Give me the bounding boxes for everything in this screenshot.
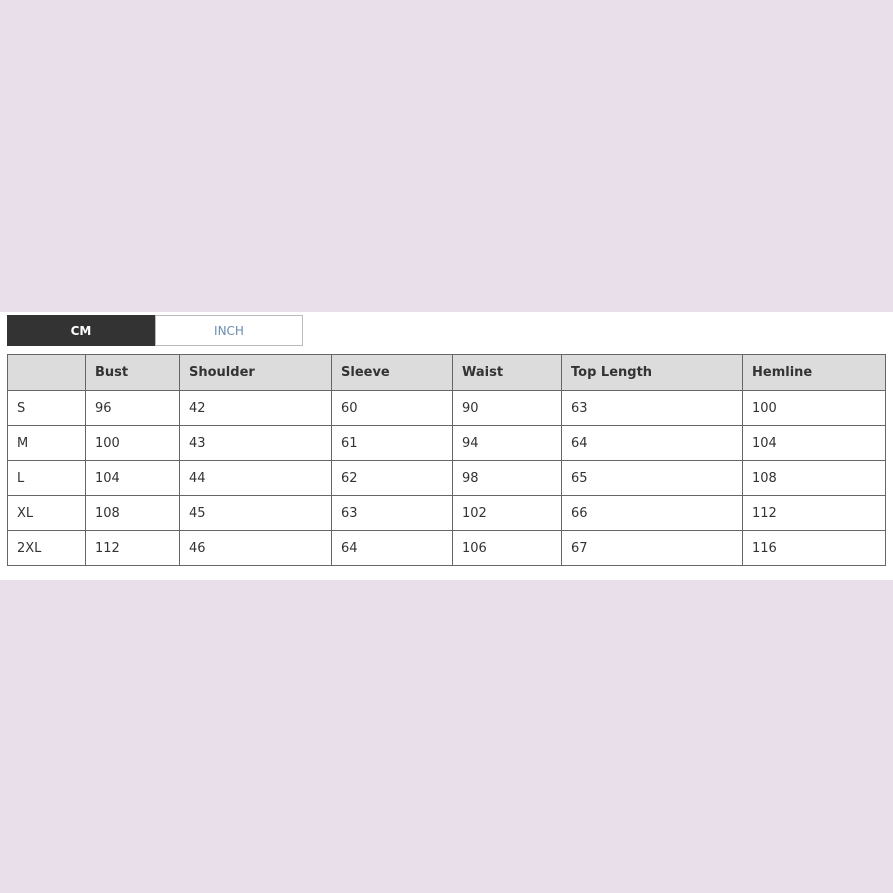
measurement-cell: 64 bbox=[561, 425, 743, 461]
table-row: XL 108 45 63 102 66 112 bbox=[7, 495, 886, 531]
measurement-cell: 112 bbox=[85, 530, 180, 566]
column-header: Sleeve bbox=[331, 354, 453, 391]
measurement-cell: 63 bbox=[331, 495, 453, 531]
measurement-cell: 45 bbox=[179, 495, 332, 531]
measurement-cell: 62 bbox=[331, 460, 453, 496]
measurement-cell: 104 bbox=[85, 460, 180, 496]
measurement-cell: 94 bbox=[452, 425, 562, 461]
table-row: M 100 43 61 94 64 104 bbox=[7, 425, 886, 461]
column-header: Shoulder bbox=[179, 354, 332, 391]
measurement-cell: 42 bbox=[179, 390, 332, 426]
table-header-row: Bust Shoulder Sleeve Waist Top Length Hemline bbox=[7, 354, 886, 391]
measurement-cell: 116 bbox=[742, 530, 886, 566]
size-table: Bust Shoulder Sleeve Waist Top Length Hemline… bbox=[7, 354, 886, 566]
column-header: Top Length bbox=[561, 354, 743, 391]
size-label: S bbox=[7, 390, 86, 426]
measurement-cell: 64 bbox=[331, 530, 453, 566]
measurement-cell: 108 bbox=[742, 460, 886, 496]
column-header: Bust bbox=[85, 354, 180, 391]
measurement-cell: 66 bbox=[561, 495, 743, 531]
measurement-cell: 60 bbox=[331, 390, 453, 426]
tab-inch[interactable]: INCH bbox=[155, 315, 303, 346]
measurement-cell: 104 bbox=[742, 425, 886, 461]
measurement-cell: 46 bbox=[179, 530, 332, 566]
measurement-cell: 98 bbox=[452, 460, 562, 496]
measurement-cell: 96 bbox=[85, 390, 180, 426]
size-label: M bbox=[7, 425, 86, 461]
measurement-cell: 108 bbox=[85, 495, 180, 531]
measurement-cell: 100 bbox=[85, 425, 180, 461]
column-header bbox=[7, 354, 86, 391]
unit-tabs: CM INCH bbox=[7, 315, 303, 346]
size-label: 2XL bbox=[7, 530, 86, 566]
measurement-cell: 112 bbox=[742, 495, 886, 531]
measurement-cell: 43 bbox=[179, 425, 332, 461]
measurement-cell: 44 bbox=[179, 460, 332, 496]
measurement-cell: 102 bbox=[452, 495, 562, 531]
table-row: 2XL 112 46 64 106 67 116 bbox=[7, 530, 886, 566]
measurement-cell: 67 bbox=[561, 530, 743, 566]
measurement-cell: 65 bbox=[561, 460, 743, 496]
measurement-cell: 100 bbox=[742, 390, 886, 426]
tab-cm[interactable]: CM bbox=[7, 315, 155, 346]
table-row: S 96 42 60 90 63 100 bbox=[7, 390, 886, 426]
table-row: L 104 44 62 98 65 108 bbox=[7, 460, 886, 496]
measurement-cell: 63 bbox=[561, 390, 743, 426]
size-label: L bbox=[7, 460, 86, 496]
measurement-cell: 61 bbox=[331, 425, 453, 461]
size-label: XL bbox=[7, 495, 86, 531]
column-header: Hemline bbox=[742, 354, 886, 391]
column-header: Waist bbox=[452, 354, 562, 391]
measurement-cell: 106 bbox=[452, 530, 562, 566]
measurement-cell: 90 bbox=[452, 390, 562, 426]
